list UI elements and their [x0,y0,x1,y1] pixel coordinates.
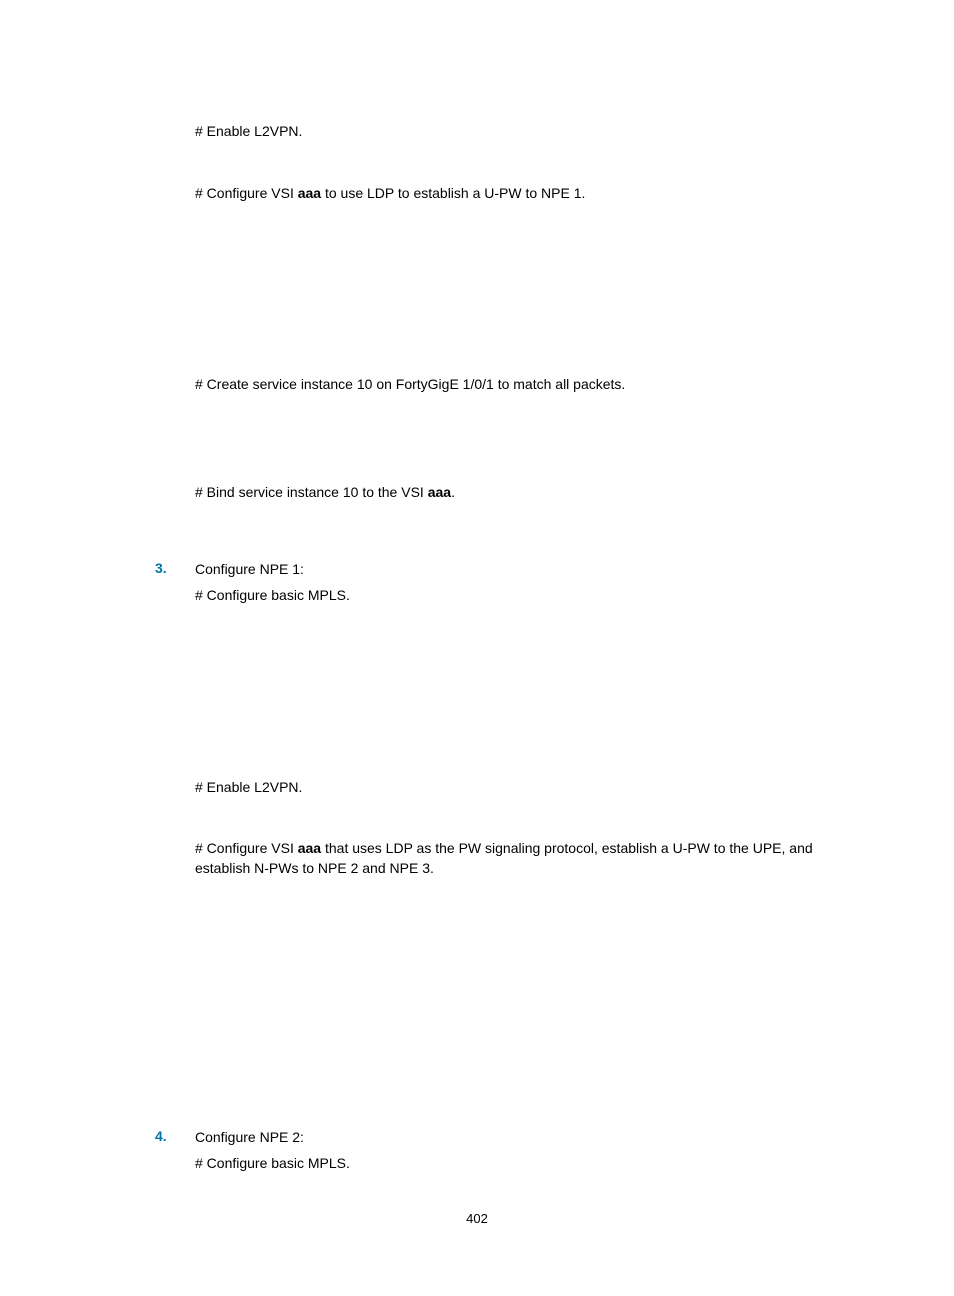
step-3-enable-l2vpn: # Enable L2VPN. [195,778,855,798]
step-3-configure-mpls: # Configure basic MPLS. [195,586,855,606]
text-segment: to use LDP to establish a U-PW to NPE 1. [321,185,585,201]
text-segment: . [451,484,455,500]
enable-l2vpn-text: # Enable L2VPN. [195,122,855,142]
configure-vsi-text: # Configure VSI aaa to use LDP to establ… [195,184,855,204]
step-4-title: Configure NPE 2: [195,1128,855,1148]
bold-aaa: aaa [428,484,451,500]
step-number-3: 3. [155,560,167,576]
bind-service-instance-text: # Bind service instance 10 to the VSI aa… [195,483,855,503]
step-3-title: Configure NPE 1: [195,560,855,580]
text-segment: # Bind service instance 10 to the VSI [195,484,428,500]
content-block-1: # Enable L2VPN. # Configure VSI aaa to u… [195,122,855,502]
text-segment: # Configure VSI [195,185,298,201]
step-3-configure-vsi: # Configure VSI aaa that uses LDP as the… [195,839,855,878]
bold-aaa: aaa [298,840,321,856]
step-4: 4. Configure NPE 2: # Configure basic MP… [155,1128,855,1173]
step-3: 3. Configure NPE 1: # Configure basic MP… [155,560,855,878]
text-segment: # Configure VSI [195,840,298,856]
step-4-configure-mpls: # Configure basic MPLS. [195,1154,855,1174]
bold-aaa: aaa [298,185,321,201]
create-service-instance-text: # Create service instance 10 on FortyGig… [195,375,855,395]
step-number-4: 4. [155,1128,167,1144]
page-number: 402 [0,1211,954,1226]
page-content: # Enable L2VPN. # Configure VSI aaa to u… [155,122,855,1174]
